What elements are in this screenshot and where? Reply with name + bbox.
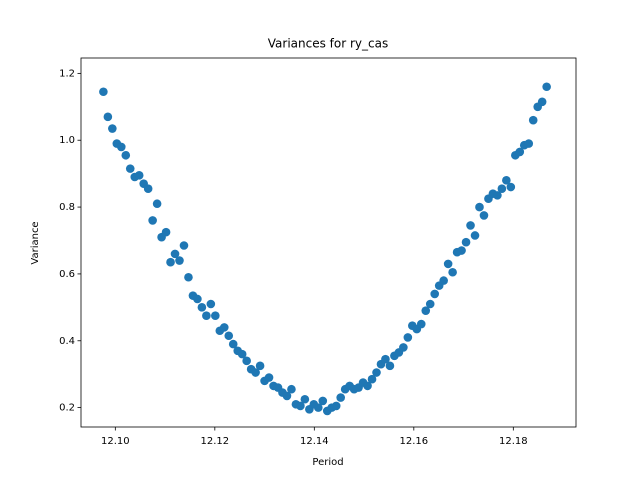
point xyxy=(421,306,431,315)
point xyxy=(184,272,193,282)
x-axis-label: Period xyxy=(312,457,343,468)
point xyxy=(99,87,108,97)
point xyxy=(524,139,534,148)
point xyxy=(425,299,435,309)
point xyxy=(103,112,113,122)
point xyxy=(125,164,135,173)
y-tick-label: 0.4 xyxy=(59,336,75,347)
point xyxy=(211,311,220,320)
point xyxy=(461,237,471,247)
y-tick-label: 0.8 xyxy=(59,202,75,213)
point xyxy=(296,401,305,411)
y-tick-label: 0.6 xyxy=(59,269,75,280)
x-tick-label: 12.10 xyxy=(101,436,130,447)
x-tick-label: 12.16 xyxy=(399,436,428,447)
plot-frame xyxy=(80,57,577,428)
point xyxy=(493,191,502,200)
y-tick-label: 1.0 xyxy=(59,135,75,146)
point xyxy=(363,381,372,391)
point xyxy=(497,184,507,193)
x-tick-label: 12.18 xyxy=(499,436,528,447)
point xyxy=(443,259,453,269)
point xyxy=(108,124,117,133)
point xyxy=(251,368,260,377)
point xyxy=(121,150,131,160)
point xyxy=(224,331,234,341)
point xyxy=(179,241,189,250)
point xyxy=(166,257,175,267)
point xyxy=(430,289,440,299)
point xyxy=(381,354,390,364)
point xyxy=(134,171,144,180)
point xyxy=(219,323,229,332)
point xyxy=(116,142,126,152)
point xyxy=(537,97,547,107)
point xyxy=(237,349,247,359)
point xyxy=(475,202,484,212)
point xyxy=(228,339,238,349)
x-tick-label: 12.12 xyxy=(201,436,230,447)
point xyxy=(470,231,480,240)
point xyxy=(287,384,296,394)
point xyxy=(206,299,216,309)
point xyxy=(242,356,251,366)
point xyxy=(457,246,466,255)
point xyxy=(175,256,184,265)
point xyxy=(506,182,516,192)
y-tick-label: 0.2 xyxy=(59,403,75,414)
point xyxy=(264,373,274,382)
point xyxy=(372,368,381,377)
point xyxy=(367,374,377,384)
point xyxy=(416,319,426,329)
point xyxy=(148,216,157,225)
point xyxy=(152,199,162,209)
point xyxy=(448,267,457,277)
point xyxy=(502,176,511,185)
y-axis-label: Variance xyxy=(30,221,41,264)
point xyxy=(528,115,538,125)
point xyxy=(403,333,413,342)
point xyxy=(515,147,525,157)
point xyxy=(300,394,310,404)
point xyxy=(385,361,395,371)
point xyxy=(399,343,408,352)
point xyxy=(202,311,211,320)
point xyxy=(336,393,345,402)
point xyxy=(255,361,265,371)
point xyxy=(170,249,180,259)
point xyxy=(439,276,448,285)
x-tick-label: 12.14 xyxy=(300,436,329,447)
point xyxy=(143,184,153,193)
point xyxy=(314,403,323,412)
point xyxy=(318,396,328,406)
point xyxy=(542,82,551,92)
point xyxy=(193,294,202,304)
point xyxy=(479,211,489,220)
y-tick-label: 1.2 xyxy=(59,68,75,79)
point xyxy=(161,227,171,237)
point xyxy=(466,221,475,230)
point xyxy=(197,303,207,312)
chart-title: Variances for ry_cas xyxy=(268,37,388,51)
point xyxy=(282,391,292,401)
point xyxy=(331,401,341,411)
